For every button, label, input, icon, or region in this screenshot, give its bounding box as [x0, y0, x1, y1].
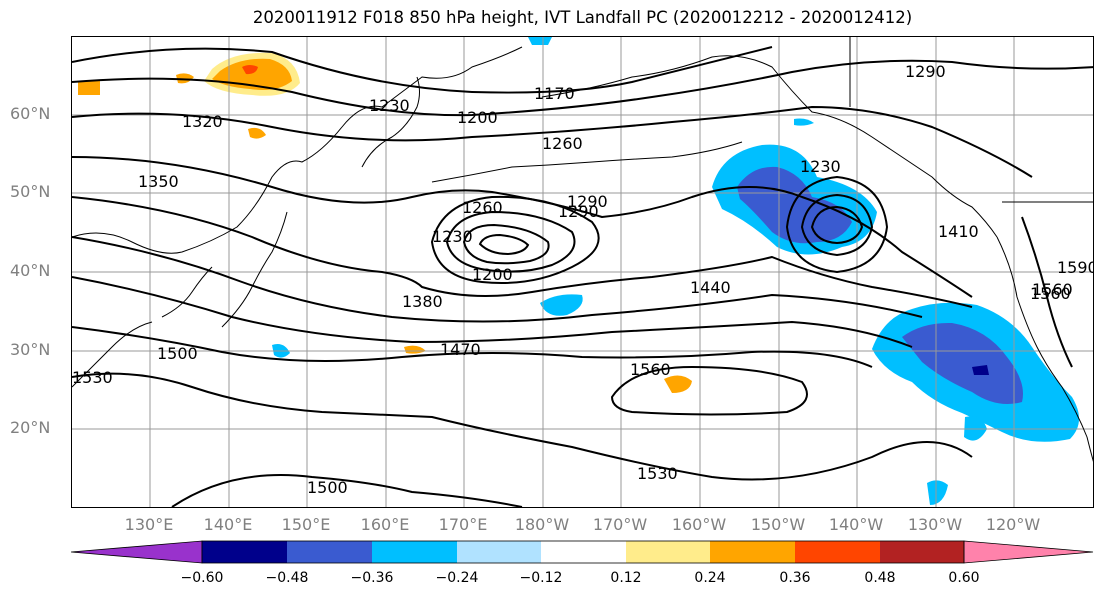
colorbar-bin-1	[202, 541, 287, 563]
lon-label-120w: 120°W	[985, 515, 1041, 534]
lon-label-150w: 150°W	[750, 515, 806, 534]
positive-anomaly-w2	[176, 73, 194, 84]
lat-label-20n: 20°N	[10, 418, 51, 437]
negative-anomaly-s1	[927, 480, 948, 505]
coastlines	[72, 37, 1093, 462]
positive-anomaly-siberia-peak	[242, 65, 258, 75]
negative-anomaly-gulf-core	[737, 166, 852, 244]
positive-anomaly-hawaii	[664, 375, 692, 393]
positive-anomaly-c	[404, 345, 426, 354]
contour-label-1530-south: 1530	[637, 464, 678, 483]
contour-label-1290-central: 1290	[567, 192, 608, 211]
colorbar-bin-2	[287, 541, 372, 563]
coast-asia	[72, 46, 523, 254]
coast-kamchatka	[361, 76, 420, 168]
contour-label-1410: 1410	[938, 222, 979, 241]
closed-low-central	[430, 195, 600, 284]
contour-label-1230-gulf: 1230	[800, 157, 841, 176]
coast-aleutians	[431, 141, 743, 183]
map-canvas: 1170 1200 1230 1260 1290 1320 1350 1260 …	[72, 37, 1094, 507]
contour-label-1470: 1470	[440, 340, 481, 359]
colorbar-bin-8	[795, 541, 880, 563]
lon-label-130e: 130°E	[124, 515, 174, 534]
lon-label-150e: 150°E	[281, 515, 331, 534]
contour-label-1290-ne: 1290	[905, 62, 946, 81]
contour-label-1200: 1200	[457, 108, 498, 127]
colorbar-bin-9	[880, 541, 964, 563]
lon-label-170w: 170°W	[592, 515, 648, 534]
lon-label-140w: 140°W	[828, 515, 884, 534]
lat-label-50n: 50°N	[10, 182, 51, 201]
negative-anomaly-s2	[964, 416, 987, 441]
colorbar	[71, 540, 1094, 564]
coast-korea	[161, 266, 213, 318]
height-contours	[72, 46, 1093, 507]
colorbar-tick-060: 0.60	[948, 570, 980, 586]
colorbar-tick-neg060: −0.60	[180, 570, 224, 586]
graticule	[72, 37, 1093, 507]
colorbar-bin-5	[541, 541, 626, 563]
coast-japan	[221, 211, 288, 328]
lon-label-160e: 160°E	[360, 515, 410, 534]
coast-na-west	[996, 236, 1093, 462]
negative-anomaly-gulf-small	[794, 118, 814, 126]
ivt-shading	[78, 37, 1080, 505]
contour-label-1500: 1500	[157, 344, 198, 363]
colorbar-extend-high	[963, 540, 1094, 564]
coast-alaska	[541, 55, 998, 238]
lon-label-170e: 170°E	[438, 515, 488, 534]
lon-label-160w: 160°W	[671, 515, 727, 534]
contour-label-1260: 1260	[542, 134, 583, 153]
contour-label-1590: 1590	[1057, 258, 1094, 277]
colorbar-tick-036: 0.36	[779, 570, 811, 586]
lon-label-180w: 180°W	[514, 515, 570, 534]
colorbar-tick-neg036: −0.36	[350, 570, 394, 586]
lon-label-140e: 140°E	[203, 515, 253, 534]
negative-anomaly-california-peak	[972, 365, 989, 375]
contour-label-group: 1170 1200 1230 1260 1290 1320 1350 1260 …	[72, 62, 1094, 497]
contour-label-1230-low: 1230	[432, 227, 473, 246]
contour-label-1560-hawaii: 1560	[630, 360, 671, 379]
map-title: 2020011912 F018 850 hPa height, IVT Land…	[252, 8, 913, 27]
contour-label-1560-coast: 1560	[1030, 284, 1071, 303]
contour-label-1530: 1530	[72, 368, 113, 387]
colorbar-tick-neg012: −0.12	[519, 570, 563, 586]
lat-label-30n: 30°N	[10, 340, 51, 359]
contour-label-1290: 1290	[558, 202, 599, 221]
lat-label-40n: 40°N	[10, 261, 51, 280]
negative-anomaly-central	[540, 294, 583, 316]
colorbar-tick-neg024: −0.24	[435, 570, 479, 586]
colorbar-bin-4	[457, 541, 541, 563]
colorbar-tick-048: 0.48	[864, 570, 896, 586]
high-hawaii	[610, 365, 808, 416]
map-panel: 1170 1200 1230 1260 1290 1320 1350 1260 …	[71, 36, 1094, 508]
lat-label-60n: 60°N	[10, 104, 51, 123]
colorbar-extend-low	[71, 540, 203, 564]
colorbar-bin-3	[372, 541, 457, 563]
contour-label-1170: 1170	[534, 84, 575, 103]
colorbar-tick-012: 0.12	[610, 570, 642, 586]
contour-label-1350: 1350	[138, 172, 179, 191]
negative-anomaly-n	[528, 37, 552, 45]
contour-label-1380: 1380	[402, 292, 443, 311]
colorbar-bin-7	[710, 541, 795, 563]
contour-label-1500-south: 1500	[307, 478, 348, 497]
colorbar-bin-6	[626, 541, 710, 563]
contour-label-1200-low: 1200	[472, 265, 513, 284]
closed-low-gulf	[810, 205, 864, 245]
negative-anomaly-california-core	[902, 322, 1023, 405]
lon-label-130w: 130°W	[907, 515, 963, 534]
contour-label-1440: 1440	[690, 278, 731, 297]
contour-label-1560-east: 1560	[1032, 280, 1073, 299]
contour-label-1320: 1320	[182, 112, 223, 131]
positive-anomaly-w3	[248, 127, 266, 139]
positive-anomaly-w1	[78, 81, 100, 95]
contour-label-1230: 1230	[369, 96, 410, 115]
contour-label-1260-low: 1260	[462, 198, 503, 217]
colorbar-tick-neg048: −0.48	[265, 570, 309, 586]
colorbar-tick-024: 0.24	[694, 570, 726, 586]
